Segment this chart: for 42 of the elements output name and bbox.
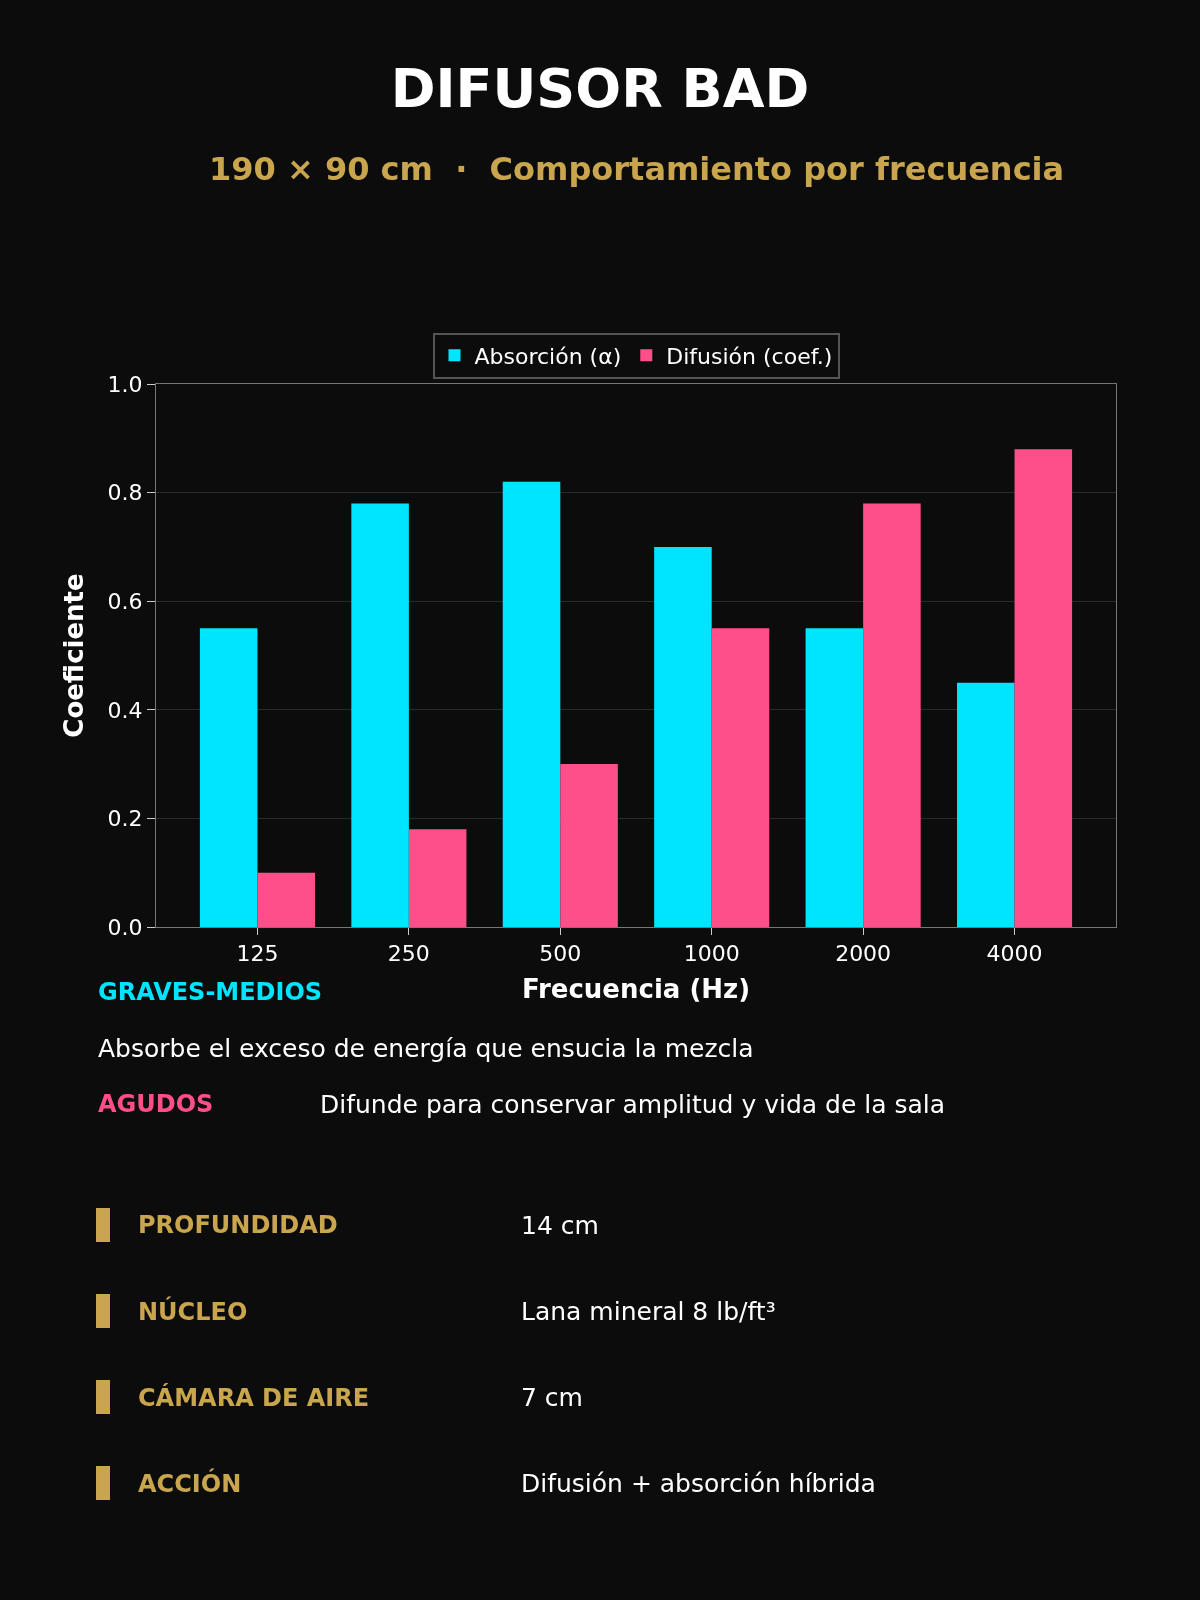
text: Absorbe el exceso de energía que ensucia la mezcla bbox=[98, 1034, 754, 1063]
x-tick-label: 500 bbox=[539, 941, 582, 967]
y-axis-title: Coeficiente bbox=[59, 573, 89, 738]
chart-title: DIFUSOR BAD bbox=[390, 56, 810, 120]
bar bbox=[654, 546, 712, 927]
x-tick-label: 2000 bbox=[835, 941, 892, 967]
text: Lana mineral 8 lb/ft³ bbox=[521, 1297, 776, 1326]
y-tick-label: 1.0 bbox=[107, 371, 143, 397]
text: CÁMARA DE AIRE bbox=[138, 1383, 370, 1412]
text: ACCIÓN bbox=[138, 1468, 242, 1498]
chart-subtitle: 190 × 90 cm · Comportamiento por frecuencia bbox=[209, 150, 1065, 188]
x-tick-label: 4000 bbox=[986, 941, 1043, 967]
text: NÚCLEO bbox=[138, 1296, 248, 1326]
bar bbox=[1014, 449, 1073, 927]
bar bbox=[805, 628, 864, 927]
y-tick-label: 0.4 bbox=[107, 697, 143, 723]
bar bbox=[957, 682, 1015, 927]
text: 14 cm bbox=[521, 1211, 599, 1240]
legend-label: Absorción (α) bbox=[474, 343, 622, 369]
bar bbox=[408, 829, 467, 927]
bar bbox=[560, 764, 618, 927]
y-tick-label: 0.6 bbox=[107, 588, 143, 614]
text: GRAVES-MEDIOS bbox=[98, 978, 323, 1006]
text: AGUDOS bbox=[98, 1090, 214, 1118]
bar bbox=[502, 481, 561, 927]
x-tick-label: 250 bbox=[387, 941, 430, 967]
x-tick-label: 125 bbox=[236, 941, 279, 967]
text: Difunde para conservar amplitud y vida de la sala bbox=[320, 1090, 946, 1119]
bar bbox=[257, 872, 315, 927]
bar bbox=[711, 628, 770, 927]
y-tick-label: 0.0 bbox=[107, 914, 143, 940]
bar bbox=[351, 503, 409, 927]
y-tick-label: 0.2 bbox=[107, 806, 143, 832]
legend-label: Difusión (coef.) bbox=[666, 343, 833, 369]
bar bbox=[199, 628, 258, 927]
x-axis-title: Frecuencia (Hz) bbox=[521, 974, 751, 1005]
y-tick-label: 0.8 bbox=[107, 480, 143, 506]
text: PROFUNDIDAD bbox=[138, 1211, 338, 1239]
bar bbox=[863, 503, 921, 927]
text: 7 cm bbox=[521, 1383, 583, 1412]
text: Difusión + absorción híbrida bbox=[521, 1469, 876, 1498]
x-tick-label: 1000 bbox=[683, 941, 740, 967]
